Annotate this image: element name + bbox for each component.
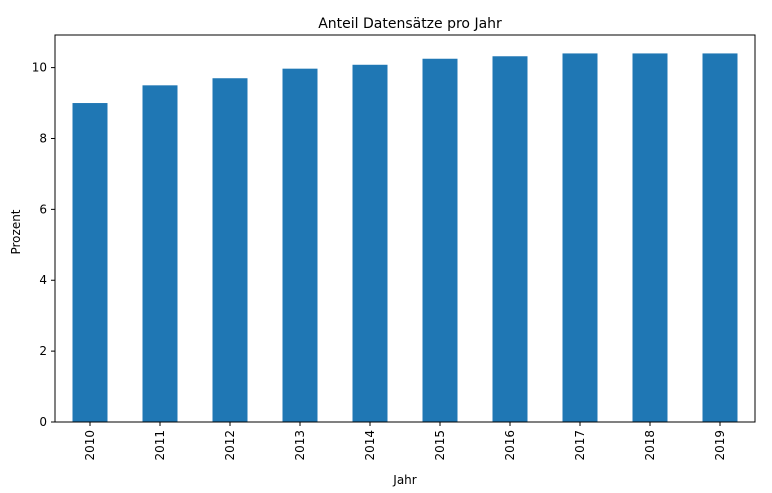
y-tick-label-6: 6 <box>39 202 47 216</box>
plot-frame <box>54 34 756 423</box>
x-tick-label-2015: 2015 <box>433 430 447 461</box>
y-tick-label-10: 10 <box>32 61 47 75</box>
bars-group <box>72 53 738 423</box>
x-tick-label-2017: 2017 <box>573 430 587 461</box>
chart-title: Anteil Datensätze pro Jahr <box>318 16 502 32</box>
bar-2012 <box>212 78 248 422</box>
y-tick-label-0: 0 <box>39 415 47 429</box>
bar-2018 <box>632 53 668 423</box>
bar-2017 <box>562 53 598 423</box>
x-axis: 2010 2011 2012 2013 2014 2015 2016 2017 2018 2019 <box>83 422 727 461</box>
bar-2015 <box>422 58 458 422</box>
bar-2010 <box>72 103 108 423</box>
y-tick-label-4: 4 <box>39 273 47 287</box>
y-axis-label: Prozent <box>9 209 23 254</box>
bar-2019 <box>702 53 738 423</box>
x-tick-label-2019: 2019 <box>713 430 727 461</box>
x-tick-label-2014: 2014 <box>363 430 377 461</box>
bar-2016 <box>492 56 528 423</box>
x-tick-label-2012: 2012 <box>223 430 237 461</box>
bar-2013 <box>282 68 318 423</box>
x-axis-label: Jahr <box>392 473 416 487</box>
x-tick-label-2010: 2010 <box>83 430 97 461</box>
bar-2014 <box>352 64 388 423</box>
x-tick-label-2013: 2013 <box>293 430 307 461</box>
y-axis: 0 2 4 6 8 10 <box>32 61 55 429</box>
x-tick-label-2018: 2018 <box>643 430 657 461</box>
x-tick-label-2016: 2016 <box>503 430 517 461</box>
x-tick-label-2011: 2011 <box>153 430 167 461</box>
y-tick-label-8: 8 <box>39 131 47 145</box>
bar-2011 <box>142 85 178 423</box>
y-tick-label-2: 2 <box>39 344 47 358</box>
